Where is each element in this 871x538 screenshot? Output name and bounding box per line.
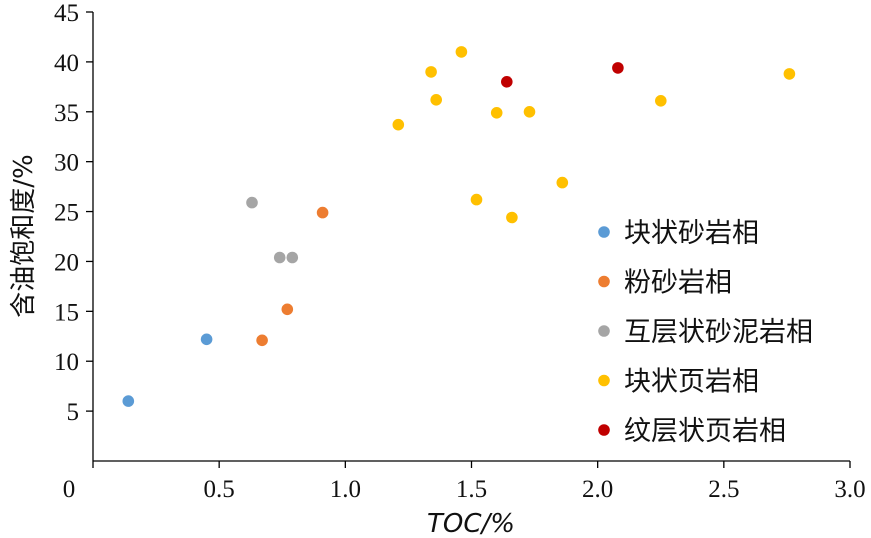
- x-tick-label: 2.5: [708, 476, 739, 503]
- data-point-series-5: [612, 62, 624, 74]
- y-tick-label: 5: [67, 399, 80, 426]
- data-point-series-3: [246, 196, 258, 209]
- data-point-series-4: [392, 118, 405, 131]
- x-tick-label: 3.0: [834, 476, 865, 503]
- data-point-series-5: [501, 76, 513, 88]
- legend-marker: [598, 374, 610, 387]
- y-tick-label: 15: [54, 299, 79, 326]
- data-point-series-4: [556, 176, 569, 189]
- x-axis-title: TOC/%: [427, 509, 515, 538]
- legend-marker: [598, 226, 610, 238]
- data-point-series-1: [200, 333, 213, 346]
- data-point-series-2: [316, 206, 329, 219]
- y-ticks: 5 10 15 20 25 30 35 40 45: [54, 0, 93, 426]
- data-point-series-3: [286, 251, 299, 264]
- data-point-series-4: [655, 95, 667, 107]
- legend-marker: [598, 424, 610, 436]
- x-tick-label: 0: [63, 476, 76, 503]
- y-tick-label: 35: [54, 100, 79, 127]
- x-tick-label: 1.0: [330, 476, 361, 503]
- x-tick-label: 0.5: [204, 476, 235, 503]
- data-point-series-4: [470, 193, 483, 206]
- y-tick-label: 45: [54, 0, 79, 27]
- legend-marker: [598, 325, 610, 337]
- legend-label: 块状页岩相: [624, 367, 759, 398]
- data-point-series-3: [273, 251, 286, 264]
- legend-label: 纹层状页岩相: [624, 416, 786, 447]
- data-point-series-4: [490, 107, 503, 119]
- data-point-series-1: [122, 395, 135, 407]
- legend-marker: [598, 275, 610, 288]
- data-point-series-4: [506, 211, 518, 224]
- data-point-series-4: [783, 68, 796, 80]
- x-ticks: 0 0.5 1.0 1.5 2.0 2.5 3.0: [63, 461, 866, 503]
- x-tick-label: 2.0: [582, 476, 613, 503]
- y-axis-title: 含油饱和度/%: [9, 154, 39, 317]
- data-point-series-4: [425, 66, 437, 78]
- legend-label: 粉砂岩相: [624, 268, 732, 299]
- y-tick-label: 30: [54, 150, 79, 177]
- y-tick-label: 25: [54, 200, 79, 227]
- legend-label: 块状砂岩相: [624, 218, 759, 249]
- y-tick-label: 20: [54, 249, 79, 276]
- data-point-series-4: [523, 106, 536, 118]
- y-tick-label: 10: [54, 349, 79, 376]
- data-point-series-2: [256, 334, 268, 347]
- data-point-series-4: [430, 94, 443, 106]
- legend-label: 互层状砂泥岩相: [624, 317, 813, 348]
- data-point-series-4: [455, 46, 468, 58]
- data-points: [122, 46, 796, 407]
- data-point-series-2: [281, 303, 294, 316]
- y-tick-label: 40: [54, 50, 79, 77]
- x-tick-label: 1.5: [456, 476, 487, 503]
